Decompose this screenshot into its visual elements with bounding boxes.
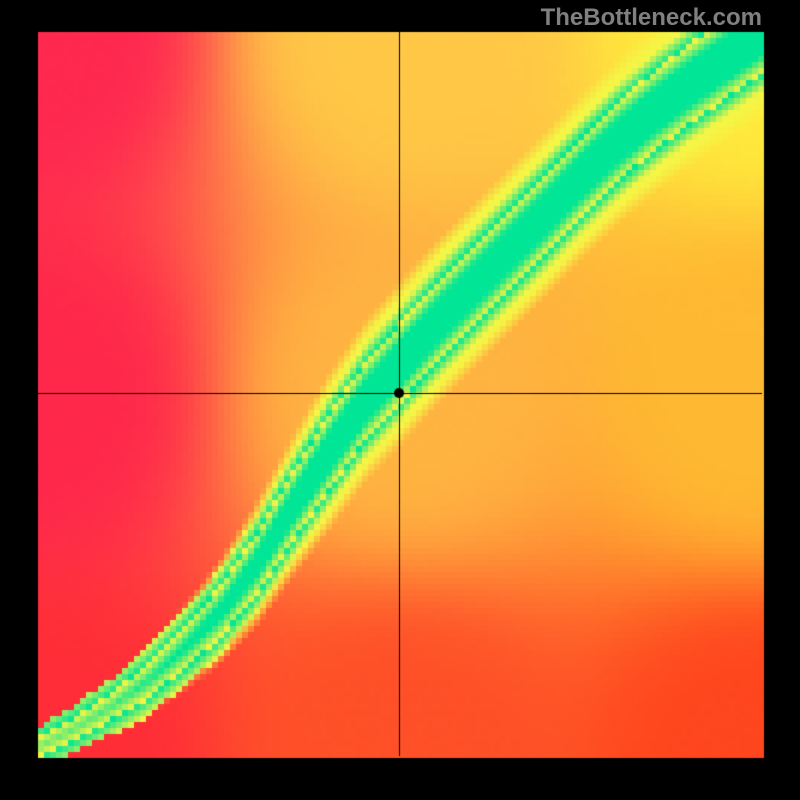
bottleneck-heatmap — [0, 0, 800, 800]
chart-container: { "watermark": { "text": "TheBottleneck.… — [0, 0, 800, 800]
watermark-text: TheBottleneck.com — [541, 4, 762, 32]
